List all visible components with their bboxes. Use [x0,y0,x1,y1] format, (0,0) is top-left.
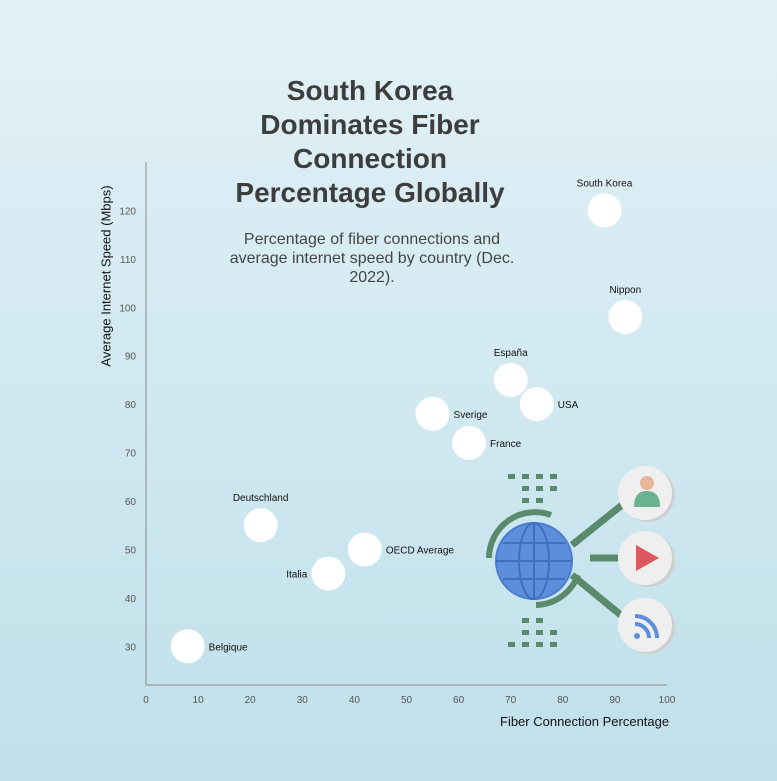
globe-icon [495,522,573,600]
connector-line [569,572,625,619]
point-label: South Korea [577,178,633,189]
dot-block [508,474,515,479]
arc-decoration [486,509,553,559]
point-label: OECD Average [386,545,455,556]
chart-title: South Korea Dominates Fiber Connection P… [235,75,505,208]
data-point: Sverige [415,396,488,431]
point-ring [519,387,554,422]
data-points: South Korea Nippon España USA Sverige France D… [170,178,643,664]
data-point: OECD Average [347,532,455,567]
y-tick-label: 80 [125,400,137,411]
y-tick-label: 40 [125,594,137,605]
axes: 0 10 20 30 40 50 60 70 80 90 100 30 40 50 60 70 80 90 100 1… [119,162,676,706]
wifi-icon [618,598,675,654]
point-label: Belgique [209,642,248,653]
x-tick-label: 70 [505,695,517,706]
point-ring [493,362,528,397]
x-tick-label: 30 [297,695,309,706]
y-tick-label: 70 [125,449,137,460]
point-label: Nippon [609,285,641,296]
x-tick-label: 10 [193,695,205,706]
dot-block [522,486,529,491]
y-tick-label: 50 [125,545,137,556]
point-ring [587,193,622,228]
user-icon [618,466,675,522]
data-point: Nippon [608,285,643,334]
dot-block [536,642,543,647]
point-ring [311,556,346,591]
x-tick-label: 60 [453,695,465,706]
y-tick-label: 120 [119,206,136,217]
point-ring [347,532,382,567]
dot-block [522,498,529,503]
y-tick-label: 60 [125,497,137,508]
dot-block [522,474,529,479]
dot-block [522,642,529,647]
data-point: España [493,348,528,397]
data-point: France [452,425,522,460]
y-tick-label: 90 [125,352,137,363]
x-tick-label: 80 [557,695,569,706]
point-ring [608,299,643,334]
connector-line [569,502,625,548]
network-illustration [486,466,675,654]
dot-block [550,474,557,479]
data-point: South Korea [577,178,633,228]
data-point: USA [519,387,579,422]
point-ring [415,396,450,431]
y-axis-label: Average Internet Speed (Mbps) [98,185,114,367]
dot-block [550,486,557,491]
dot-block [522,630,529,635]
y-tick-label: 30 [125,642,137,653]
x-tick-label: 20 [245,695,257,706]
chart-subtitle: Percentage of fiber connections and aver… [229,231,515,286]
point-label: Deutschland [233,493,289,504]
y-tick-label: 110 [120,255,136,266]
dot-block [536,618,543,623]
data-point: Deutschland [233,493,289,543]
point-label: Sverige [454,410,488,421]
play-icon [618,531,675,587]
point-label: France [490,439,522,450]
x-tick-label: 50 [401,695,413,706]
dot-block [522,618,529,623]
x-axis-label: Fiber Connection Percentage [500,714,670,729]
dot-block [550,642,557,647]
point-ring [243,508,278,543]
dot-block [536,486,543,491]
dot-block [536,474,543,479]
y-tick-label: 100 [119,303,136,314]
x-tick-label: 0 [143,695,149,706]
point-label: USA [558,400,579,411]
dot-block [550,630,557,635]
dot-block [508,642,515,647]
x-tick-label: 90 [609,695,621,706]
data-point: Belgique [170,629,248,664]
data-point: Italia [286,556,346,591]
point-label: Italia [286,570,308,581]
point-label: España [494,348,528,359]
x-tick-label: 100 [659,695,676,706]
dot-block [536,630,543,635]
point-ring [452,425,487,460]
point-ring [170,629,205,664]
dot-block [536,498,543,503]
x-tick-label: 40 [349,695,361,706]
